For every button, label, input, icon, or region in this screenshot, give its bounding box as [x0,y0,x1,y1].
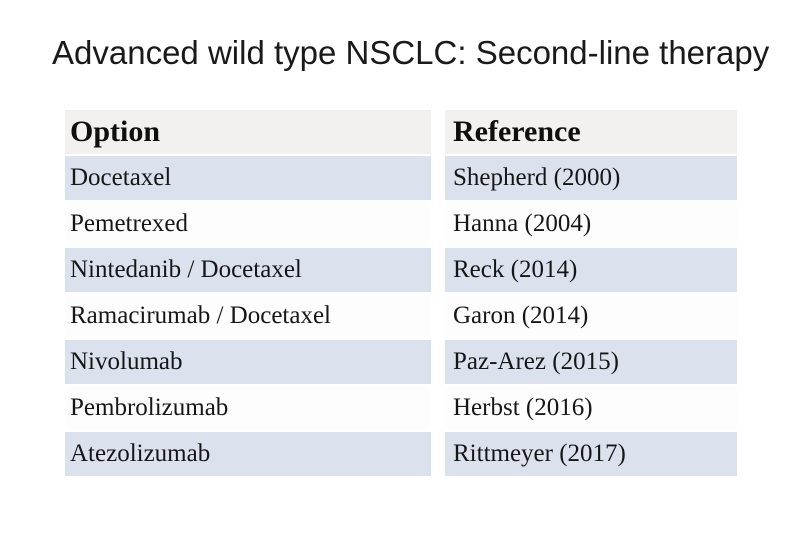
reference-cell: Herbst (2016) [445,386,737,430]
reference-cell: Hanna (2004) [445,202,737,246]
column-header-option: Option [65,110,431,154]
option-cell: Ramacirumab / Docetaxel [65,294,431,338]
reference-cell: Reck (2014) [445,248,737,292]
reference-cell: Garon (2014) [445,294,737,338]
option-cell: Pembrolizumab [65,386,431,430]
reference-cell: Paz-Arez (2015) [445,340,737,384]
option-cell: Atezolizumab [65,432,431,476]
reference-cell: Rittmeyer (2017) [445,432,737,476]
reference-cell: Shepherd (2000) [445,156,737,200]
option-cell: Pemetrexed [65,202,431,246]
option-cell: Docetaxel [65,156,431,200]
option-cell: Nintedanib / Docetaxel [65,248,431,292]
column-header-reference: Reference [445,110,737,154]
slide-title: Advanced wild type NSCLC: Second-line th… [52,34,770,71]
option-cell: Nivolumab [65,340,431,384]
therapy-table: Option Reference Docetaxel Shepherd (200… [65,110,737,476]
